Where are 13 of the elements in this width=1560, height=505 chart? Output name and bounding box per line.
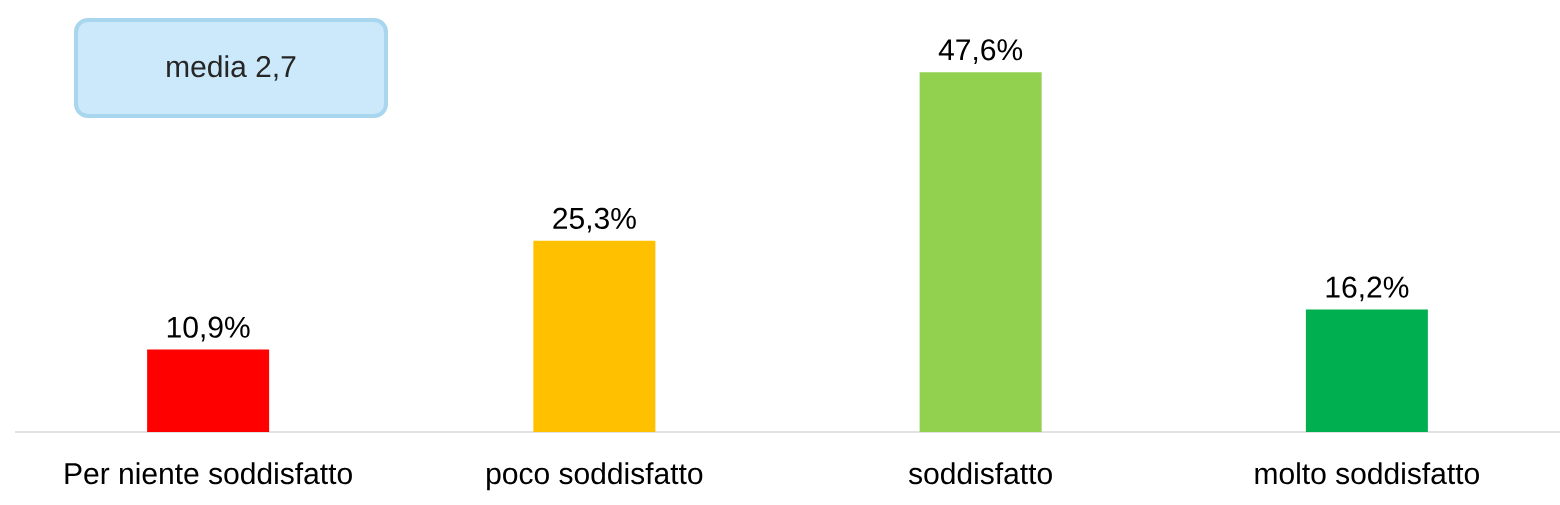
bar (919, 72, 1042, 432)
data-label: 25,3% (553, 207, 636, 233)
annotation: media 2,7 (167, 55, 296, 81)
data-label: 16,2% (1326, 276, 1409, 302)
bar (1305, 309, 1428, 432)
data-label: 47,6% (938, 39, 1023, 64)
bar (533, 240, 656, 432)
x-tick-label: soddisfatto (908, 462, 1052, 485)
bar (147, 349, 270, 432)
x-tick-label: poco soddisfatto (487, 462, 703, 491)
data-label: 10,9% (167, 316, 250, 342)
x-tick-label: Per niente soddisfatto (65, 462, 352, 485)
x-tick-label: molto soddisfatto (1255, 462, 1479, 485)
